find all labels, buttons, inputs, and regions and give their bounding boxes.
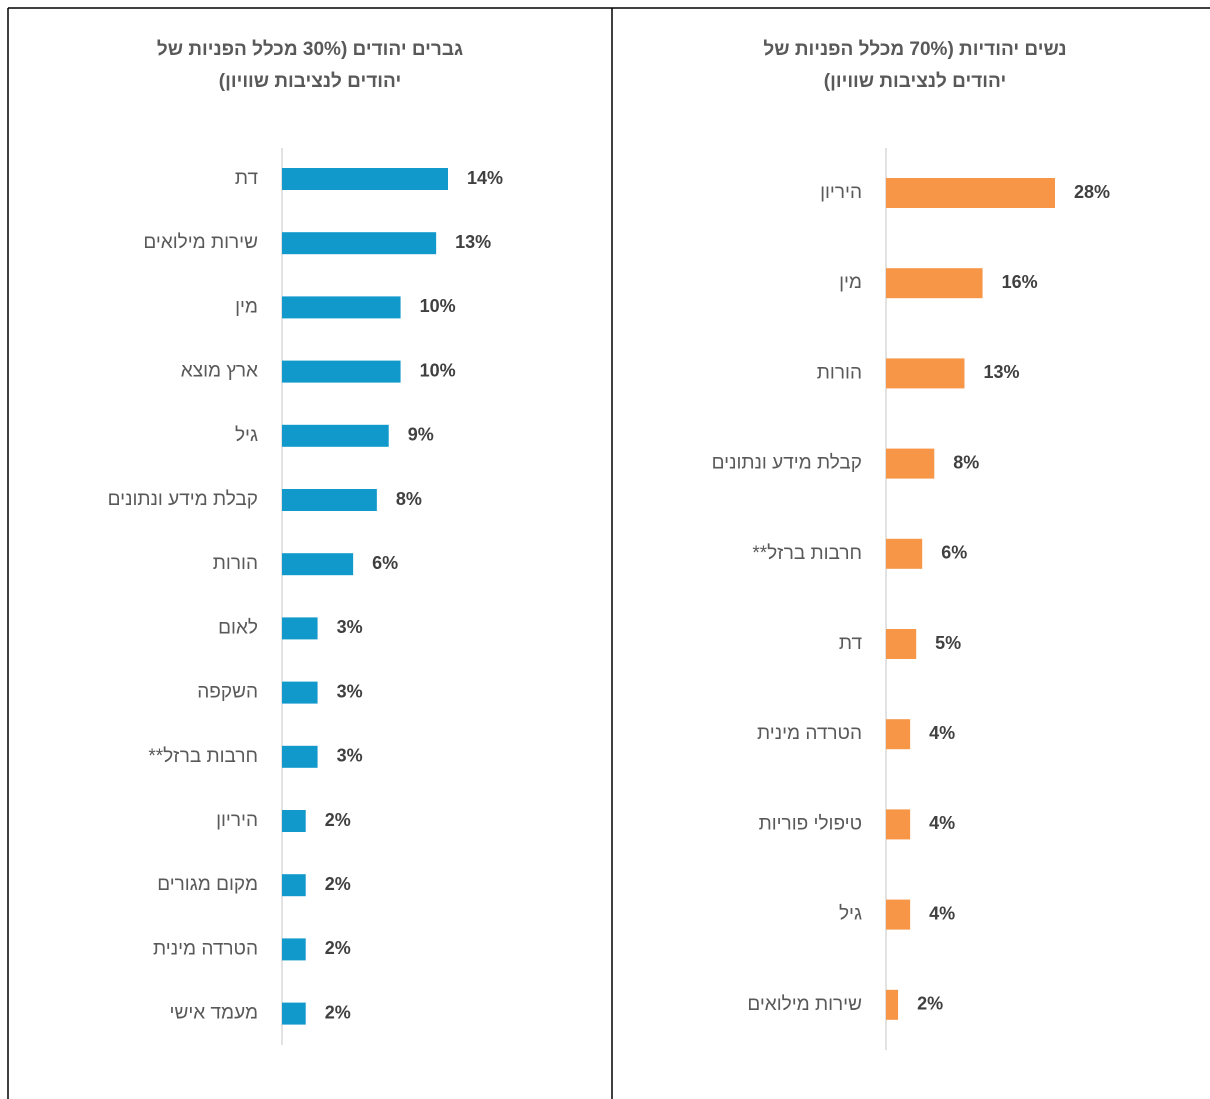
bar (886, 358, 965, 389)
category-label: קבלת מידע ונתונים (108, 489, 258, 510)
bar (886, 809, 911, 840)
value-label: 4% (929, 723, 955, 743)
category-label: מקום מגורים (157, 874, 258, 895)
bar (886, 719, 911, 750)
value-label: 2% (325, 810, 351, 830)
value-label: 10% (420, 360, 456, 380)
category-label: גיל (839, 904, 862, 925)
value-label: 6% (941, 543, 967, 563)
value-label: 9% (408, 425, 434, 445)
chart-title: יהודים לנציבות שוויון) (824, 71, 1006, 92)
chart-title: יהודים לנציבות שוויון) (219, 71, 401, 92)
value-label: 6% (372, 553, 398, 573)
category-label: לאום (218, 617, 258, 638)
bar (886, 538, 923, 569)
category-label: השקפה (197, 682, 258, 703)
bar (282, 424, 389, 447)
category-label: חרבות ברזל** (752, 543, 862, 564)
value-label: 3% (337, 617, 363, 637)
category-label: דת (235, 168, 259, 189)
value-label: 2% (325, 874, 351, 894)
category-label: חרבות ברזל** (148, 746, 258, 767)
value-label: 4% (929, 903, 955, 923)
category-label: קבלת מידע ונתונים (712, 453, 862, 474)
bar (282, 168, 448, 190)
value-label: 2% (917, 994, 943, 1014)
value-label: 4% (929, 813, 955, 833)
category-label: הטרדה מינית (153, 938, 258, 959)
bar (282, 681, 318, 704)
category-label: מין (235, 296, 258, 317)
bar (282, 938, 306, 961)
category-label: טיפולי פוריות (759, 813, 862, 834)
value-label: 5% (935, 633, 961, 653)
value-label: 13% (983, 362, 1019, 382)
bar (282, 296, 401, 319)
bar (282, 810, 306, 832)
chart-title: נשים יהודיות (70% מכלל הפניות של (763, 39, 1066, 60)
bar (282, 489, 377, 511)
value-label: 3% (337, 746, 363, 766)
category-label: הורות (817, 362, 862, 383)
category-label: שירות מילואים (747, 994, 862, 1015)
category-label: מין (839, 272, 862, 293)
value-label: 3% (337, 681, 363, 701)
value-label: 8% (953, 452, 979, 472)
category-label: הטרדה מינית (757, 723, 862, 744)
category-label: היריון (216, 810, 258, 831)
bar (282, 745, 318, 768)
value-label: 2% (325, 938, 351, 958)
bar (282, 360, 401, 383)
bar (886, 989, 899, 1020)
bar (886, 268, 983, 299)
bar (886, 448, 935, 479)
value-label: 2% (325, 1002, 351, 1022)
bar (886, 899, 911, 930)
value-label: 14% (467, 168, 503, 188)
category-label: ארץ מוצא (181, 361, 258, 382)
value-label: 8% (396, 489, 422, 509)
category-label: מעמד אישי (170, 1003, 258, 1024)
value-label: 10% (420, 296, 456, 316)
value-label: 16% (1002, 272, 1038, 292)
value-label: 28% (1074, 182, 1110, 202)
category-label: הורות (213, 553, 258, 574)
category-label: דת (839, 633, 863, 654)
bar (282, 874, 306, 897)
bar (282, 617, 318, 640)
category-label: גיל (235, 425, 258, 446)
bar (282, 553, 354, 576)
bar (282, 1002, 306, 1025)
value-label: 13% (455, 232, 491, 252)
chart-title: גברים יהודים (30% מכלל הפניות של (157, 39, 463, 60)
bar (886, 629, 917, 659)
bar (282, 232, 437, 255)
category-label: היריון (820, 182, 862, 203)
category-label: שירות מילואים (143, 232, 258, 253)
bar (886, 178, 1055, 208)
